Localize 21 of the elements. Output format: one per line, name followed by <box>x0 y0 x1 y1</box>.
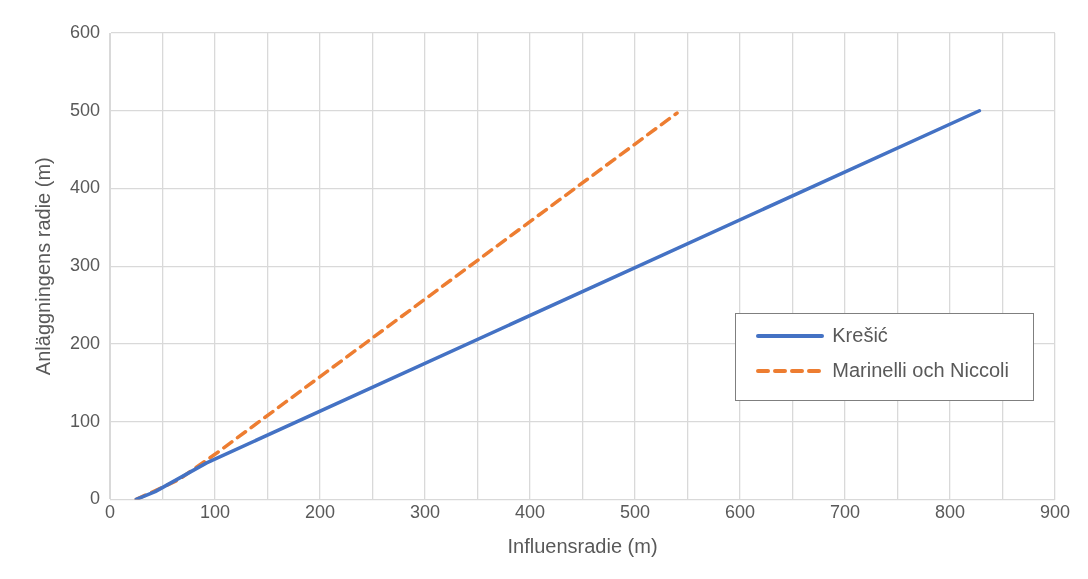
x-tick-label: 0 <box>105 502 116 523</box>
y-tick-label: 600 <box>69 21 101 42</box>
legend-label: Krešić <box>832 324 888 347</box>
x-tick-label: 900 <box>1039 502 1071 523</box>
y-tick-label: 200 <box>69 332 101 353</box>
x-tick-label: 400 <box>514 502 546 523</box>
x-axis-title: Influensradie (m) <box>507 534 658 557</box>
y-tick-label: 500 <box>69 99 101 120</box>
y-tick-label: 400 <box>69 177 101 198</box>
x-tick-label: 800 <box>934 502 966 523</box>
legend-label: Marinelli och Niccoli <box>832 359 1009 382</box>
x-tick-label: 200 <box>305 502 336 523</box>
y-axis-title: Anläggningens radie (m) <box>31 157 54 376</box>
x-tick-label: 300 <box>410 502 441 523</box>
y-tick-label: 100 <box>69 410 101 431</box>
x-tick-label: 700 <box>829 502 861 523</box>
y-tick-label: 0 <box>90 488 101 509</box>
x-tick-label: 600 <box>724 502 756 523</box>
x-tick-label: 500 <box>619 502 651 523</box>
x-tick-label: 100 <box>200 502 231 523</box>
y-tick-label: 300 <box>69 255 101 276</box>
